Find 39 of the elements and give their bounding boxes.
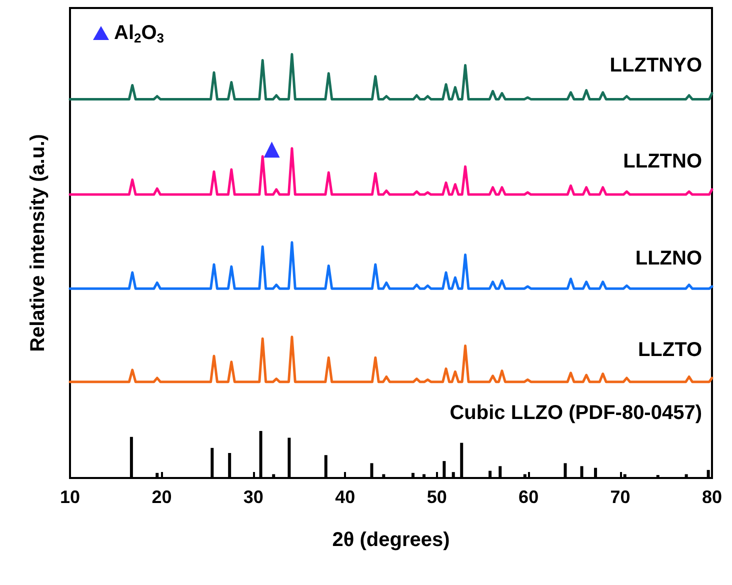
x-axis-title: 2θ (degrees) <box>332 529 450 551</box>
bar <box>498 466 502 478</box>
bar <box>488 470 492 478</box>
bar <box>623 474 626 478</box>
bar <box>259 430 262 478</box>
bar <box>412 472 415 478</box>
bar <box>272 474 276 478</box>
bar <box>228 453 232 478</box>
bar <box>594 468 598 478</box>
x-tick-label: 80 <box>702 487 722 507</box>
bar <box>324 455 328 478</box>
x-tick-label: 60 <box>518 487 539 507</box>
x-tick-label: 30 <box>243 487 264 507</box>
x-tick-label: 70 <box>610 487 630 507</box>
bar <box>210 448 214 478</box>
bar <box>382 474 386 478</box>
x-tick-label: 50 <box>426 487 447 507</box>
bar <box>656 475 660 478</box>
series-label: LLZTNYO <box>610 54 702 76</box>
bar <box>130 436 133 478</box>
bar <box>452 472 455 478</box>
bar <box>422 474 426 478</box>
x-tick-label: 40 <box>335 487 356 507</box>
series-label: LLZNO <box>635 247 702 270</box>
series-label: LLZTNO <box>623 150 702 172</box>
y-axis-title: Relative intensity (a.u.) <box>27 134 49 352</box>
bar <box>523 474 526 478</box>
series-label: Cubic LLZO (PDF-80-0457) <box>450 402 702 424</box>
bar <box>288 438 291 478</box>
bar <box>460 442 464 478</box>
bar <box>156 472 159 478</box>
bar <box>564 463 567 478</box>
bar <box>684 474 688 478</box>
x-tick-label: 10 <box>60 487 80 507</box>
x-tick-label: 20 <box>152 487 172 507</box>
series-label: LLZTO <box>638 339 702 362</box>
bar <box>442 461 446 478</box>
bar <box>580 466 584 478</box>
bar <box>370 463 374 478</box>
